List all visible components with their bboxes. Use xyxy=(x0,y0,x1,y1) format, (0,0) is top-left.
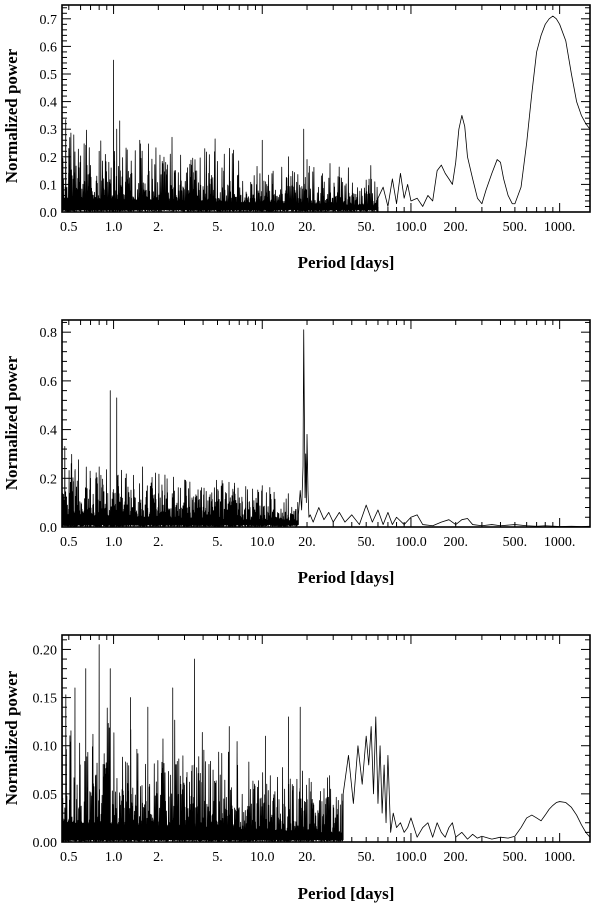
x-tick-label: 1000. xyxy=(544,220,576,235)
x-tick-label: 10.0 xyxy=(250,220,275,235)
x-tick-label: 1.0 xyxy=(105,220,123,235)
y-axis-title: Normalized power xyxy=(2,355,21,490)
x-tick-label: 200. xyxy=(443,535,468,550)
x-tick-label: 5. xyxy=(212,850,223,865)
y-tick-label: 0.15 xyxy=(33,692,58,707)
x-tick-label: 1000. xyxy=(544,850,576,865)
y-tick-label: 0.6 xyxy=(40,40,58,55)
y-tick-label: 0.8 xyxy=(40,326,58,341)
y-tick-label: 0.2 xyxy=(40,151,58,166)
y-tick-label: 0.0 xyxy=(40,206,58,221)
x-axis-title: Period [days] xyxy=(298,568,395,587)
y-tick-label: 0.0 xyxy=(40,521,58,536)
x-tick-label: 100.0 xyxy=(395,220,427,235)
x-tick-label: 200. xyxy=(443,850,468,865)
periodogram-panel-1: 0.5 1.0 2. 5. 10.0 20. 50. 100.0 200. 500. 1000. 0.… xyxy=(2,4,591,272)
x-tick-label: 20. xyxy=(298,850,316,865)
plot-frame xyxy=(61,4,591,213)
power-spectrum-line xyxy=(62,15,590,212)
x-tick-label: 1.0 xyxy=(105,850,123,865)
y-tick-label: 0.5 xyxy=(40,68,58,83)
periodogram-panel-3: 0.5 1.0 2. 5. 10.0 20. 50. 100.0 200. 500. 1000. 0.… xyxy=(2,634,591,903)
x-tick-label: 50. xyxy=(357,535,375,550)
y-tick-label: 0.00 xyxy=(33,836,58,851)
y-tick-label: 0.6 xyxy=(40,375,58,390)
x-tick-label: 10.0 xyxy=(250,535,275,550)
x-tick-label: 1000. xyxy=(544,535,576,550)
y-tick-label: 0.2 xyxy=(40,472,58,487)
power-spectrum-line xyxy=(62,644,590,842)
x-axis-title: Period [days] xyxy=(298,884,395,903)
x-tick-label: 500. xyxy=(503,535,528,550)
x-tick-label: 500. xyxy=(503,220,528,235)
x-axis-title: Period [days] xyxy=(298,253,395,272)
x-tick-label: 10.0 xyxy=(250,850,275,865)
x-tick-label: 20. xyxy=(298,535,316,550)
x-tick-label: 2. xyxy=(153,220,164,235)
y-tick-label: 0.05 xyxy=(33,788,58,803)
y-tick-label: 0.20 xyxy=(33,643,58,658)
y-axis-title: Normalized power xyxy=(2,670,21,805)
plot-frame xyxy=(61,634,591,843)
y-tick-label: 0.10 xyxy=(33,740,58,755)
x-tick-label: 2. xyxy=(153,850,164,865)
x-tick-label: 0.5 xyxy=(60,850,78,865)
y-tick-label: 0.1 xyxy=(40,178,58,193)
x-tick-label: 0.5 xyxy=(60,535,78,550)
y-tick-label: 0.3 xyxy=(40,123,58,138)
x-tick-label: 5. xyxy=(212,220,223,235)
x-tick-label: 5. xyxy=(212,535,223,550)
power-spectrum-line xyxy=(62,329,590,527)
x-tick-label: 100.0 xyxy=(395,850,427,865)
x-tick-label: 200. xyxy=(443,220,468,235)
x-tick-label: 50. xyxy=(357,220,375,235)
x-tick-label: 500. xyxy=(503,850,528,865)
plot-frame xyxy=(61,319,591,528)
x-tick-label: 1.0 xyxy=(105,535,123,550)
y-axis-title: Normalized power xyxy=(2,48,21,183)
y-tick-label: 0.4 xyxy=(40,424,58,439)
x-tick-label: 2. xyxy=(153,535,164,550)
x-tick-label: 0.5 xyxy=(60,220,78,235)
y-tick-label: 0.7 xyxy=(40,13,58,28)
x-tick-label: 20. xyxy=(298,220,316,235)
x-tick-label: 100.0 xyxy=(395,535,427,550)
x-tick-label: 50. xyxy=(357,850,375,865)
periodogram-panel-2: 0.5 1.0 2. 5. 10.0 20. 50. 100.0 200. 500. 1000. 0.… xyxy=(2,319,591,587)
y-tick-label: 0.4 xyxy=(40,96,58,111)
